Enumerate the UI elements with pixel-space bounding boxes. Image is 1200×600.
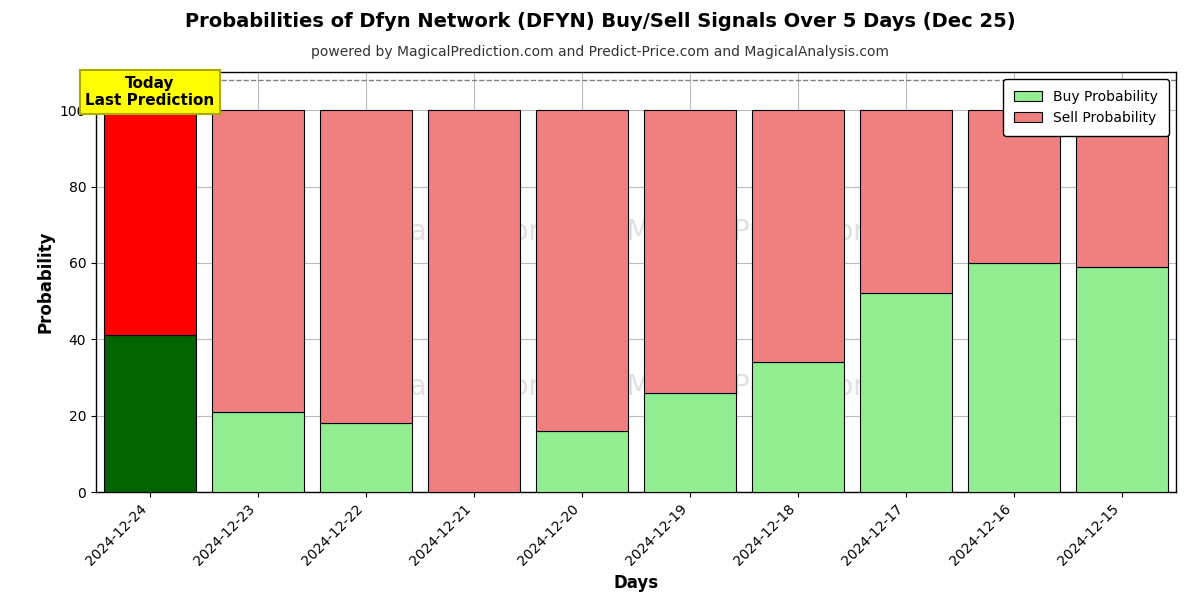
Bar [860,110,952,293]
Text: Today
Last Prediction: Today Last Prediction [85,76,215,108]
Bar [320,110,412,423]
Bar [1076,110,1168,267]
Bar [752,362,844,492]
Bar [1076,267,1168,492]
X-axis label: Days: Days [613,574,659,592]
Text: calAnalysis.com        MagicalPrediction.com: calAnalysis.com MagicalPrediction.com [334,373,940,401]
Bar [536,431,628,492]
Text: Probabilities of Dfyn Network (DFYN) Buy/Sell Signals Over 5 Days (Dec 25): Probabilities of Dfyn Network (DFYN) Buy… [185,12,1015,31]
Bar [968,263,1060,492]
Bar [212,110,304,412]
Bar [104,110,196,335]
Bar [968,110,1060,263]
Bar [428,110,520,492]
Bar [860,293,952,492]
Text: calAnalysis.com        MagicalPrediction.com: calAnalysis.com MagicalPrediction.com [334,218,940,245]
Bar [644,393,736,492]
Bar [212,412,304,492]
Bar [644,110,736,393]
Bar [536,110,628,431]
Y-axis label: Probability: Probability [36,231,54,333]
Bar [104,335,196,492]
Text: powered by MagicalPrediction.com and Predict-Price.com and MagicalAnalysis.com: powered by MagicalPrediction.com and Pre… [311,45,889,59]
Legend: Buy Probability, Sell Probability: Buy Probability, Sell Probability [1003,79,1169,136]
Bar [320,423,412,492]
Bar [752,110,844,362]
